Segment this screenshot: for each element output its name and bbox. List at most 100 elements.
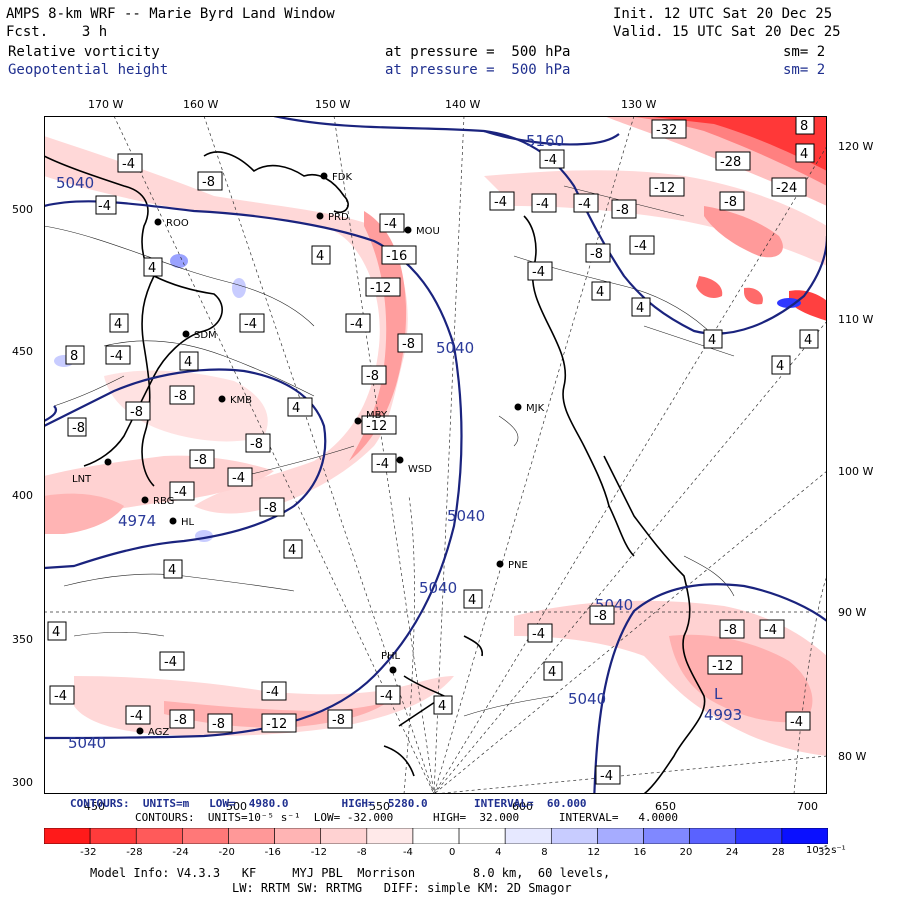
height-label: 5040 — [447, 507, 485, 525]
station-marker: ROO — [154, 218, 189, 229]
vort-label: -12 — [361, 415, 397, 435]
colorbar-swatch — [228, 828, 275, 844]
colorbar-swatch — [44, 828, 91, 844]
vort-label: -4 — [629, 235, 655, 255]
vort-label: 4 — [179, 351, 199, 371]
vort-label: 4 — [163, 559, 183, 579]
colorbar-swatch — [458, 828, 506, 844]
svg-text:AGZ: AGZ — [148, 727, 169, 738]
svg-text:-8: -8 — [264, 501, 277, 516]
svg-text:-4: -4 — [536, 197, 549, 212]
svg-text:-4: -4 — [764, 623, 777, 638]
vort-label: -8 — [67, 417, 87, 437]
vort-label: 4 — [703, 329, 723, 349]
vorticity-contour-info: CONTOURS: UNITS=10⁻⁵ s⁻¹ LOW= -32.000 HI… — [135, 811, 679, 824]
forecast-hour: Fcst. 3 h — [6, 24, 108, 40]
right-lon-label: 80 W — [838, 750, 867, 763]
svg-text:SDM: SDM — [194, 330, 217, 341]
svg-text:4: 4 — [292, 401, 300, 416]
vort-label: -8 — [169, 385, 195, 405]
colorbar-swatch — [320, 828, 368, 844]
svg-text:-8: -8 — [212, 717, 225, 732]
vort-label: -4 — [345, 313, 371, 333]
colorbar-tick-label: 4 — [495, 847, 502, 858]
svg-text:-8: -8 — [594, 609, 607, 624]
vort-label: -4 — [527, 261, 553, 281]
left-y-label: 350 — [12, 633, 33, 646]
svg-text:MBY: MBY — [366, 410, 388, 421]
vort-label: 4 — [795, 143, 815, 163]
field2-pressure: at pressure = 500 hPa — [385, 62, 571, 78]
svg-text:-8: -8 — [590, 247, 603, 262]
top-lon-label: 160 W — [183, 98, 219, 111]
svg-text:-8: -8 — [174, 713, 187, 728]
vort-label: -4 — [49, 685, 75, 705]
svg-text:-4: -4 — [54, 689, 67, 704]
svg-text:4: 4 — [636, 301, 644, 316]
svg-text:-8: -8 — [332, 713, 345, 728]
svg-text:-4: -4 — [494, 195, 507, 210]
colorbar-swatch — [735, 828, 783, 844]
svg-text:4: 4 — [438, 699, 446, 714]
vort-label: 4 — [631, 297, 651, 317]
svg-text:4: 4 — [804, 333, 812, 348]
svg-text:-8: -8 — [130, 405, 143, 420]
colorbar-swatch — [135, 828, 183, 844]
bottom-x-label: 500 — [226, 800, 247, 813]
svg-text:-28: -28 — [720, 155, 741, 170]
svg-text:-12: -12 — [712, 659, 733, 674]
top-lon-label: 130 W — [621, 98, 657, 111]
svg-text:-8: -8 — [174, 389, 187, 404]
svg-text:-24: -24 — [776, 181, 797, 196]
svg-text:-8: -8 — [250, 437, 263, 452]
vort-label: -12 — [261, 713, 297, 733]
station-marker: PRD — [316, 212, 349, 223]
colorbar-swatch — [504, 828, 552, 844]
bottom-x-label: 600 — [512, 800, 533, 813]
vort-label: -28 — [715, 151, 751, 171]
svg-text:-4: -4 — [110, 349, 123, 364]
vort-label: -8 — [719, 619, 745, 639]
colorbar-tick-label: -32 — [80, 847, 97, 858]
field2-smoothing: sm= 2 — [783, 62, 826, 78]
svg-text:FDK: FDK — [332, 172, 352, 183]
svg-text:-4: -4 — [532, 627, 545, 642]
vort-label: 4 — [463, 589, 483, 609]
vort-label: -8 — [207, 713, 233, 733]
svg-text:-8: -8 — [724, 195, 737, 210]
svg-text:-4: -4 — [600, 769, 613, 784]
svg-text:MOU: MOU — [416, 226, 440, 237]
height-labels: 5160 5040 5040 5040 5040 5040 5040 4974 … — [56, 132, 742, 752]
height-label: 5160 — [526, 132, 564, 150]
height-label: 5040 — [568, 690, 606, 708]
svg-text:-32: -32 — [656, 123, 677, 138]
svg-text:-4: -4 — [532, 265, 545, 280]
height-label: 5040 — [419, 579, 457, 597]
vort-label: -8 — [169, 709, 195, 729]
colorbar-tick-label: 28 — [771, 847, 785, 858]
svg-text:-4: -4 — [790, 715, 803, 730]
station-marker: MBY — [354, 410, 388, 425]
colorbar-swatch — [412, 828, 460, 844]
svg-text:4: 4 — [52, 625, 60, 640]
vort-label: -8 — [125, 401, 151, 421]
svg-text:-4: -4 — [350, 317, 363, 332]
svg-text:-4: -4 — [380, 689, 393, 704]
svg-text:4: 4 — [316, 249, 324, 264]
vort-label: -8 — [585, 243, 611, 263]
vort-label: -8 — [361, 365, 387, 385]
station-marker: SDM — [182, 330, 217, 341]
vort-label: -4 — [785, 711, 811, 731]
vort-label: -4 — [227, 467, 253, 487]
vort-label: -4 — [379, 213, 405, 233]
vort-label: -4 — [159, 651, 185, 671]
model-info-physics: LW: RRTM SW: RRTMG DIFF: simple KM: 2D S… — [232, 881, 572, 895]
top-lon-label: 140 W — [445, 98, 481, 111]
colorbar-swatch — [550, 828, 598, 844]
height-contour-info: CONTOURS: UNITS=m LOW= 4980.0 HIGH= 5280… — [70, 797, 587, 810]
vort-label: -16 — [381, 245, 417, 265]
vort-label: -4 — [95, 195, 117, 215]
colorbar-tick-label: 0 — [449, 847, 456, 858]
svg-text:-4: -4 — [634, 239, 647, 254]
vort-label: -4 — [573, 193, 599, 213]
